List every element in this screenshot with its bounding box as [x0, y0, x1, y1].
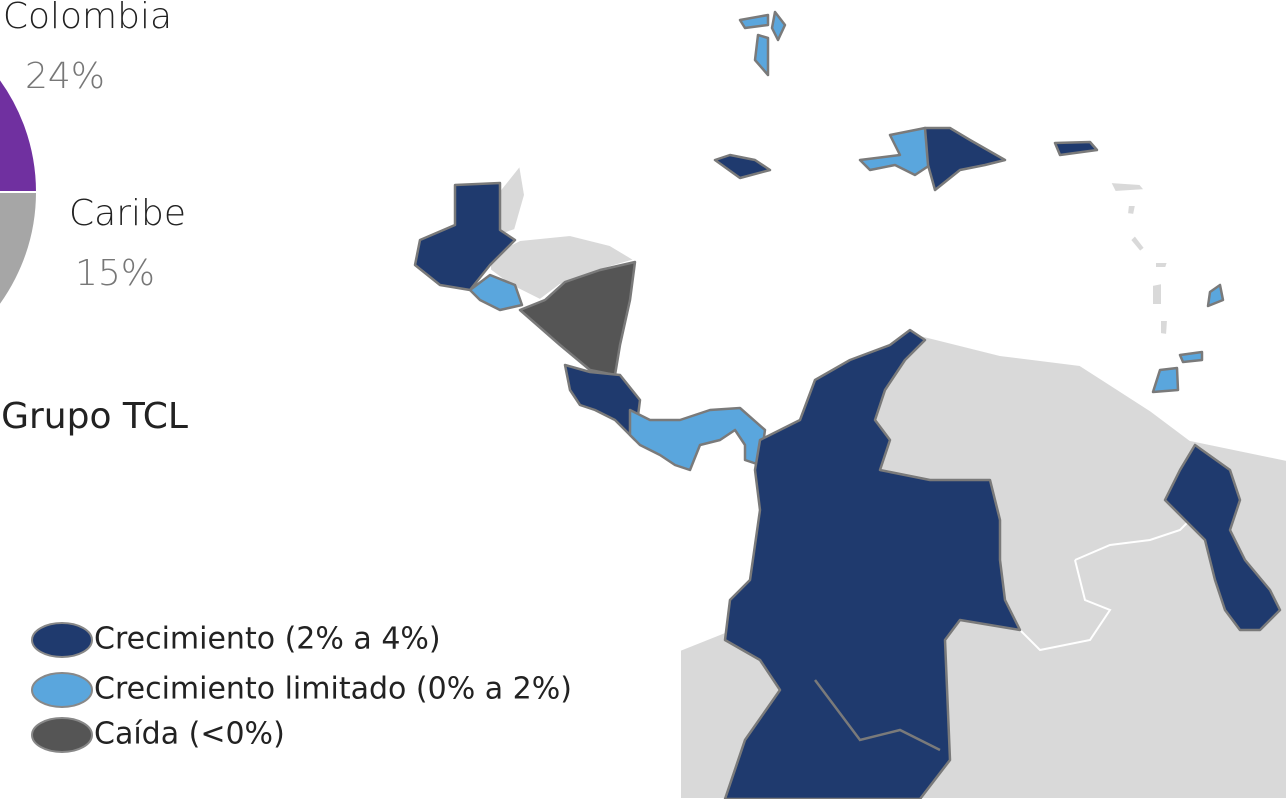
border	[814, 679, 941, 752]
land-yucatan	[499, 162, 527, 237]
legend-swatch	[31, 622, 93, 658]
island	[1128, 233, 1147, 254]
island	[1159, 319, 1170, 337]
legend-label: Caída (<0%)	[94, 717, 285, 752]
island	[1108, 180, 1148, 194]
slice-label: Grupo TCL	[1, 396, 188, 437]
country-el-salvador	[468, 273, 524, 312]
slice-label: Colombia	[3, 0, 172, 37]
island	[1151, 281, 1163, 306]
island	[1154, 261, 1170, 269]
country-puerto-rico	[1053, 140, 1099, 157]
country-grenada	[1178, 350, 1204, 364]
legend-swatch	[31, 717, 93, 753]
country-bahamas	[770, 10, 787, 42]
country-dominican-republic	[923, 126, 1007, 192]
pie-slice	[0, 77, 39, 193]
country-costa-rica	[563, 363, 642, 442]
country-colombia	[723, 328, 1022, 799]
country-haiti	[858, 126, 932, 177]
legend-label: Crecimiento limitado (0% a 2%)	[94, 672, 572, 707]
map	[413, 10, 1287, 799]
border	[1074, 519, 1191, 561]
country-panama	[628, 406, 767, 472]
border	[1019, 559, 1112, 652]
island	[1125, 204, 1138, 217]
legend: Crecimiento (2% a 4%) Crecimiento limitad…	[31, 622, 572, 753]
country-nicaragua	[518, 260, 637, 377]
slice-label: Caribe	[69, 193, 186, 234]
slice-value-label: 15%	[75, 253, 155, 294]
country-bahamas	[753, 33, 770, 77]
legend-swatch	[31, 672, 93, 708]
slice-value-label: 24%	[25, 56, 105, 97]
pie-slice	[0, 191, 39, 307]
country-trinidad	[1151, 366, 1180, 394]
country-jamaica	[713, 153, 772, 180]
pie-chart: Colombia 24% Caribe 15% Grupo TCL	[0, 0, 188, 437]
country-bahamas	[738, 13, 770, 30]
legend-label: Crecimiento (2% a 4%)	[94, 622, 441, 657]
country-barbados	[1206, 283, 1225, 308]
country-guyana	[1163, 443, 1282, 632]
